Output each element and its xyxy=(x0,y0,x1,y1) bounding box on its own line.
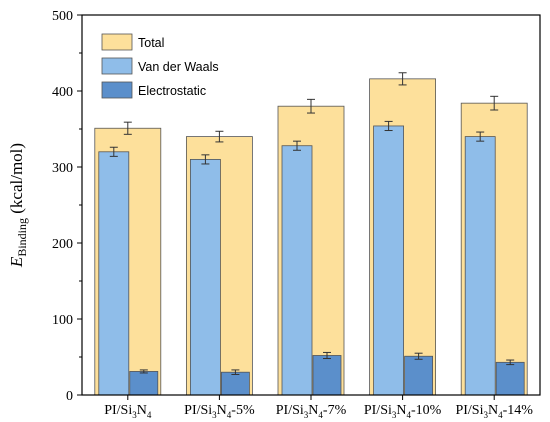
x-tick-label-3: PI/Si3N4-10% xyxy=(364,403,442,420)
x-tick-label-2: PI/Si3N4-7% xyxy=(276,403,347,420)
y-tick-label-0: 0 xyxy=(66,389,73,404)
legend-swatch-0 xyxy=(101,33,133,51)
legend-swatch-1 xyxy=(101,57,133,75)
bar-van-der-waals-3 xyxy=(373,125,405,396)
x-tick-label-0: PI/Si3N4 xyxy=(104,403,152,420)
y-tick-label-200: 200 xyxy=(52,237,73,252)
bar-van-der-waals-2 xyxy=(281,145,313,396)
legend-label-1: Van der Waals xyxy=(138,60,219,74)
x-tick-label-4: PI/Si3N4-14% xyxy=(455,403,533,420)
legend-swatch-2 xyxy=(101,81,133,99)
bar-electrostatic-1 xyxy=(220,371,250,396)
y-tick-label-300: 300 xyxy=(52,161,73,176)
bar-van-der-waals-1 xyxy=(189,158,221,396)
bar-van-der-waals-0 xyxy=(98,151,130,396)
y-tick-label-400: 400 xyxy=(52,85,73,100)
axes-layer: 0 100 200 300 400 500 PI/Si3N4 PI/Si3N4-5% PI/Si… xyxy=(52,9,541,420)
x-tick-label-1: PI/Si3N4-5% xyxy=(184,403,255,420)
y-axis-label: EBinding (kcal/mol) xyxy=(7,143,29,268)
bar-electrostatic-0 xyxy=(129,371,159,396)
bar-electrostatic-2 xyxy=(312,355,342,396)
y-tick-label-100: 100 xyxy=(52,313,73,328)
legend-label-2: Electrostatic xyxy=(138,84,206,98)
bar-van-der-waals-4 xyxy=(464,136,496,396)
bars-layer xyxy=(94,72,528,396)
bar-electrostatic-4 xyxy=(495,361,525,396)
y-tick-label-500: 500 xyxy=(52,9,73,24)
legend: Total Van der Waals Electrostatic xyxy=(101,33,219,99)
legend-label-0: Total xyxy=(138,36,164,50)
bar-electrostatic-3 xyxy=(404,355,434,396)
